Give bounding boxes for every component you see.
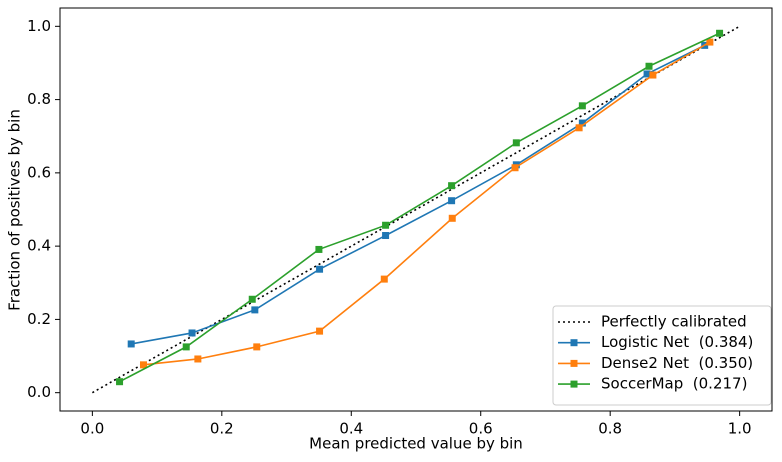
point-marker bbox=[316, 327, 324, 335]
legend-marker bbox=[570, 380, 578, 388]
point-marker bbox=[380, 275, 388, 283]
series-line bbox=[131, 44, 706, 345]
point-marker bbox=[316, 265, 324, 273]
point-marker bbox=[382, 221, 390, 229]
y-tick-label: 1.0 bbox=[27, 17, 51, 35]
point-marker bbox=[448, 197, 456, 205]
y-tick-label: 0.8 bbox=[27, 90, 51, 108]
point-marker bbox=[315, 245, 323, 253]
legend-label: Dense2 Net (0.350) bbox=[601, 354, 753, 372]
point-marker bbox=[448, 214, 456, 222]
point-marker bbox=[578, 119, 586, 127]
point-marker bbox=[182, 343, 190, 351]
legend-label: Logistic Net (0.384) bbox=[601, 333, 753, 351]
y-tick-label: 0.2 bbox=[27, 310, 51, 328]
point-marker bbox=[139, 361, 147, 369]
series-line bbox=[119, 32, 720, 383]
y-tick-label: 0.4 bbox=[27, 237, 51, 255]
legend-marker bbox=[570, 339, 578, 347]
point-marker bbox=[706, 38, 714, 46]
y-tick-label: 0.6 bbox=[27, 163, 51, 181]
point-marker bbox=[248, 295, 256, 303]
point-marker bbox=[382, 232, 390, 240]
point-marker bbox=[448, 182, 456, 190]
point-marker bbox=[188, 329, 196, 337]
plot-frame bbox=[59, 7, 773, 412]
series-line bbox=[143, 41, 711, 366]
point-marker bbox=[716, 29, 724, 37]
y-tick-label: 0.0 bbox=[27, 383, 51, 401]
point-marker bbox=[116, 378, 124, 386]
x-tick-label: 0.6 bbox=[469, 420, 493, 438]
legend-label: SoccerMap (0.217) bbox=[601, 375, 747, 393]
point-marker bbox=[575, 124, 583, 132]
point-marker bbox=[649, 71, 657, 79]
point-marker bbox=[127, 340, 135, 348]
point-marker bbox=[194, 355, 202, 363]
x-axis-label: Mean predicted value by bin bbox=[309, 435, 523, 453]
point-marker bbox=[251, 306, 259, 314]
point-marker bbox=[253, 343, 261, 351]
x-tick-label: 0.2 bbox=[210, 420, 234, 438]
point-marker bbox=[511, 164, 519, 172]
x-tick-label: 1.0 bbox=[728, 420, 752, 438]
point-marker bbox=[643, 70, 651, 78]
y-axis-label: Fraction of positives by bin bbox=[6, 109, 24, 311]
point-marker bbox=[578, 102, 586, 110]
legend-label: Perfectly calibrated bbox=[601, 313, 747, 331]
point-marker bbox=[512, 139, 520, 147]
x-tick-label: 0.8 bbox=[598, 420, 622, 438]
series-line bbox=[91, 25, 741, 394]
point-marker bbox=[645, 62, 653, 70]
legend-box bbox=[552, 305, 772, 406]
legend-marker bbox=[570, 359, 578, 367]
x-tick-label: 0.4 bbox=[339, 420, 363, 438]
x-tick-label: 0.0 bbox=[80, 420, 104, 438]
